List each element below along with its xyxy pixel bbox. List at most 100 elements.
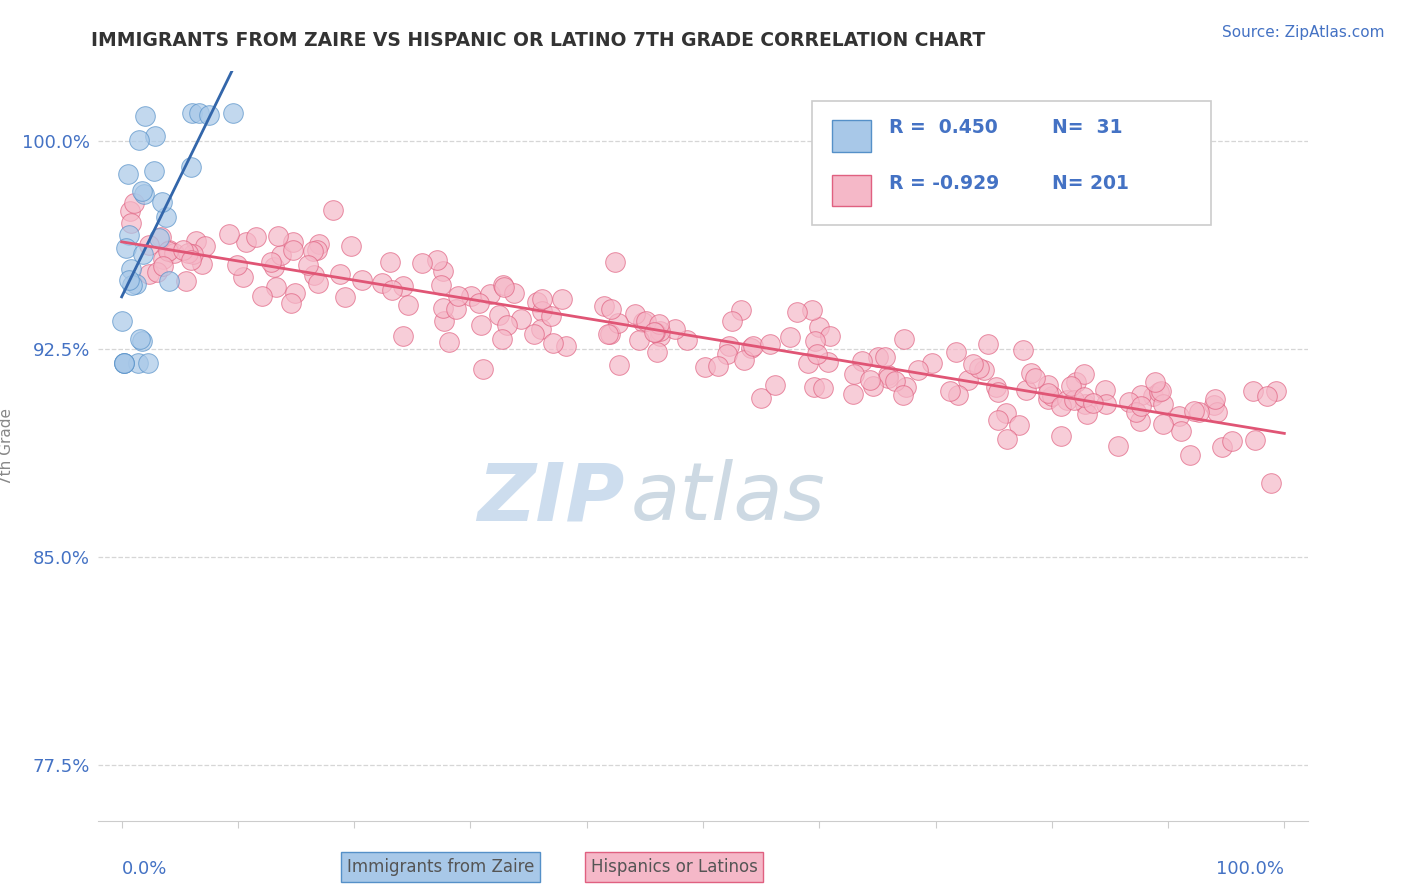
Point (1264, 384, 1286, 398)
Text: N= 201: N= 201 (1053, 174, 1129, 194)
Point (555, 339, 578, 353)
Point (307, 276, 329, 290)
Point (763, 377, 786, 392)
Point (460, 289, 482, 303)
Point (593, 299, 616, 313)
Point (307, 244, 329, 258)
Point (221, 106, 243, 120)
Point (496, 318, 519, 332)
Point (112, 356, 135, 370)
Point (1073, 390, 1095, 404)
Point (893, 388, 915, 402)
Point (235, 235, 257, 249)
Point (600, 301, 623, 316)
Point (842, 367, 865, 381)
Point (1147, 384, 1170, 399)
FancyBboxPatch shape (811, 102, 1211, 225)
Point (510, 311, 533, 326)
Point (118, 228, 141, 243)
Point (1036, 378, 1059, 392)
Point (1050, 429, 1073, 443)
Point (523, 327, 546, 342)
Point (693, 359, 716, 374)
Point (340, 239, 363, 253)
Point (531, 304, 554, 318)
Point (733, 353, 755, 368)
Point (1076, 407, 1098, 421)
Point (813, 381, 835, 395)
Point (758, 336, 780, 351)
Point (1094, 383, 1116, 397)
Point (1125, 405, 1147, 419)
Point (264, 280, 287, 294)
Point (599, 326, 621, 341)
Point (1211, 440, 1233, 454)
Point (984, 380, 1007, 394)
Point (433, 314, 456, 328)
Point (492, 277, 515, 292)
Point (155, 211, 177, 225)
Text: R =  0.450: R = 0.450 (889, 118, 998, 137)
Point (232, 270, 254, 285)
Point (842, 387, 865, 401)
Point (1095, 397, 1118, 411)
Point (502, 286, 524, 301)
Point (730, 302, 752, 317)
Text: atlas: atlas (630, 459, 825, 538)
Point (118, 273, 141, 287)
Point (127, 356, 149, 370)
Point (1118, 394, 1140, 409)
Point (994, 406, 1017, 420)
Point (817, 355, 839, 369)
Point (245, 230, 267, 244)
Point (138, 356, 160, 370)
Text: Source: ZipAtlas.com: Source: ZipAtlas.com (1222, 25, 1385, 40)
Point (131, 184, 153, 198)
Point (866, 350, 889, 364)
Point (1107, 438, 1129, 452)
Point (112, 356, 135, 370)
Point (797, 356, 820, 370)
Point (1129, 400, 1152, 414)
Point (645, 345, 668, 359)
Point (779, 329, 801, 343)
Point (494, 280, 516, 294)
Point (627, 333, 650, 347)
Point (270, 248, 292, 262)
Point (138, 267, 160, 281)
Point (1038, 385, 1060, 400)
Point (1007, 417, 1029, 432)
Point (488, 309, 510, 323)
Point (1019, 366, 1042, 380)
Point (806, 347, 828, 361)
Point (1036, 392, 1059, 406)
Point (720, 314, 742, 328)
Point (707, 359, 730, 373)
Point (946, 388, 969, 402)
Point (1144, 375, 1167, 389)
Text: IMMIGRANTS FROM ZAIRE VS HISPANIC OR LATINO 7TH GRADE CORRELATION CHART: IMMIGRANTS FROM ZAIRE VS HISPANIC OR LAT… (91, 31, 986, 50)
Point (322, 202, 344, 217)
Point (896, 380, 918, 394)
Point (1063, 393, 1085, 408)
Point (995, 432, 1018, 446)
Point (411, 256, 433, 270)
Point (643, 325, 665, 339)
Point (150, 195, 173, 210)
Point (808, 319, 831, 334)
Point (945, 345, 967, 359)
Point (1074, 397, 1097, 411)
Point (605, 255, 627, 269)
Point (1244, 434, 1267, 448)
Point (146, 265, 169, 279)
Point (180, 252, 202, 267)
Point (471, 362, 494, 376)
FancyBboxPatch shape (832, 175, 872, 206)
Point (962, 357, 984, 371)
Point (1150, 384, 1173, 398)
Point (800, 302, 823, 317)
Point (1081, 395, 1104, 409)
Point (526, 294, 548, 309)
Point (631, 315, 654, 329)
Point (491, 332, 513, 346)
